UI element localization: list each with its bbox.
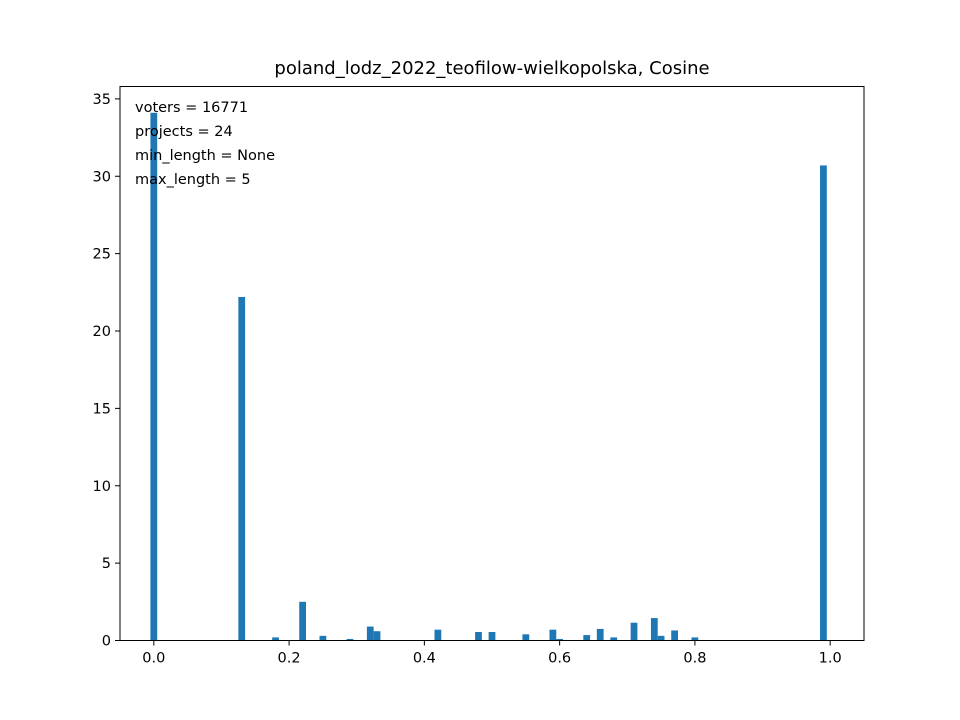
x-axis: 0.0 0.2 0.4 0.6 0.8 1.0 <box>142 640 842 667</box>
bar-4 <box>319 635 327 641</box>
x-tick-label: 1.0 <box>819 651 842 667</box>
y-tick-label: 5 <box>102 556 111 572</box>
y-tick-label: 20 <box>93 324 111 340</box>
bar-13 <box>556 638 564 641</box>
y-tick-label: 10 <box>93 479 111 495</box>
x-tick-label: 0.2 <box>278 651 301 667</box>
y-tick-label: 35 <box>93 92 111 108</box>
y-axis: 0 5 10 15 20 25 30 35 <box>93 92 120 650</box>
bar-18 <box>650 618 658 641</box>
bar-5 <box>346 638 354 641</box>
bar-17 <box>630 622 638 641</box>
x-tick-label: 0.8 <box>683 651 706 667</box>
bar-10 <box>488 631 496 641</box>
bar-3 <box>299 601 306 641</box>
annotation-max-length: max_length = 5 <box>135 172 251 188</box>
y-tick-label: 15 <box>93 401 111 417</box>
bar-19 <box>657 635 665 641</box>
x-tick-label: 0.4 <box>413 651 436 667</box>
bar-21 <box>691 637 699 641</box>
bar-11 <box>522 634 530 641</box>
annotation-block: voters = 16771 projects = 24 min_length … <box>135 100 275 188</box>
bar-6 <box>366 626 374 641</box>
chart-title: poland_lodz_2022_teofilow-wielkopolska, … <box>274 58 709 79</box>
bar-2 <box>272 637 279 641</box>
bar-15 <box>596 628 604 641</box>
x-tick-label: 0.0 <box>142 651 165 667</box>
bar-7 <box>373 631 381 641</box>
bar-20 <box>671 630 678 641</box>
plot-frame <box>119 86 865 641</box>
bar-8 <box>434 629 442 641</box>
bar-9 <box>475 631 482 641</box>
bars-group <box>150 112 827 641</box>
bar-14 <box>583 635 591 641</box>
x-tick-label: 0.6 <box>548 651 571 667</box>
bar-0 <box>150 112 158 641</box>
annotation-projects: projects = 24 <box>135 124 233 140</box>
annotation-voters: voters = 16771 <box>135 100 248 116</box>
bar-1 <box>238 296 246 641</box>
bar-22 <box>820 165 827 641</box>
y-tick-label: 30 <box>93 169 111 185</box>
bar-16 <box>610 637 618 641</box>
y-tick-label: 25 <box>93 247 111 263</box>
y-tick-label: 0 <box>102 634 111 650</box>
annotation-min-length: min_length = None <box>135 148 275 164</box>
bar-12 <box>549 629 557 641</box>
